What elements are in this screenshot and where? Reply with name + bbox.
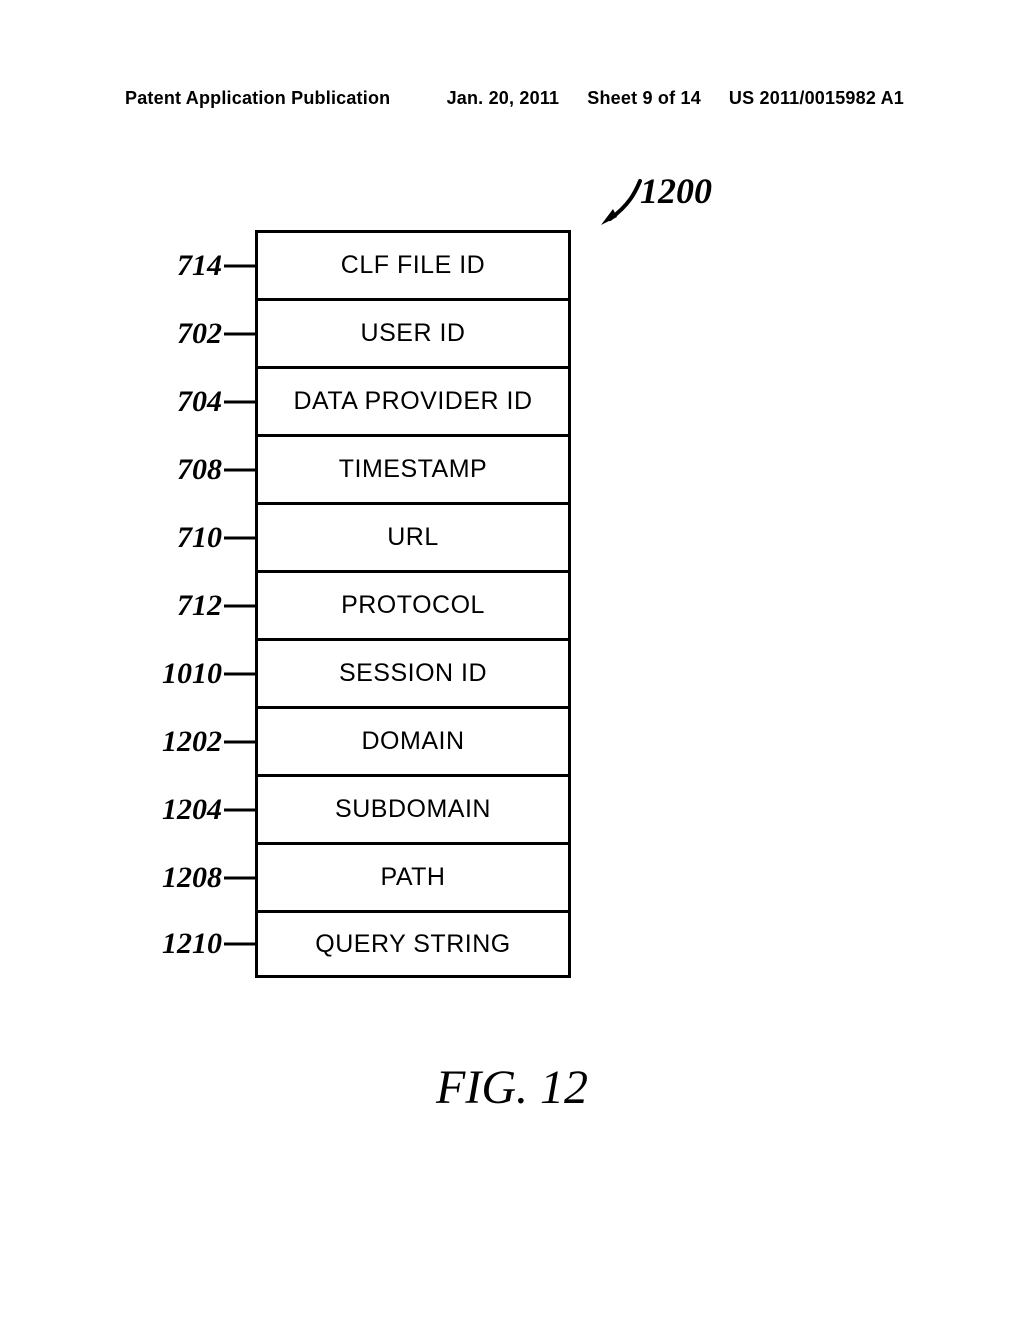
table-row: 702 USER ID	[255, 298, 571, 366]
row-ref: 1210	[162, 927, 222, 961]
row-ref: 704	[177, 385, 222, 419]
leader-line	[224, 740, 258, 743]
row-ref: 712	[177, 589, 222, 623]
row-label: DATA PROVIDER ID	[293, 387, 532, 416]
leader-line	[224, 264, 258, 267]
row-label: PATH	[381, 863, 446, 892]
table-row: 1204 SUBDOMAIN	[255, 774, 571, 842]
field-table: 714 CLF FILE ID 702 USER ID 704 DATA PRO…	[255, 230, 571, 978]
header-sheet: Sheet 9 of 14	[587, 88, 701, 109]
header-right: Jan. 20, 2011 Sheet 9 of 14 US 2011/0015…	[447, 88, 904, 109]
figure-main-ref: 1200	[640, 170, 712, 212]
page-header: Patent Application Publication Jan. 20, …	[0, 88, 1024, 109]
leader-line	[224, 672, 258, 675]
leader-line	[224, 400, 258, 403]
leader-line	[224, 536, 258, 539]
row-label: PROTOCOL	[341, 591, 485, 620]
table-row: 1208 PATH	[255, 842, 571, 910]
header-pubno: US 2011/0015982 A1	[729, 88, 904, 109]
header-date: Jan. 20, 2011	[447, 88, 560, 109]
row-label: TIMESTAMP	[339, 455, 487, 484]
row-ref: 1202	[162, 725, 222, 759]
table-row: 1202 DOMAIN	[255, 706, 571, 774]
row-ref: 1208	[162, 861, 222, 895]
row-label: QUERY STRING	[315, 930, 510, 959]
row-label: SESSION ID	[339, 659, 487, 688]
row-ref: 702	[177, 317, 222, 351]
row-label: URL	[387, 523, 439, 552]
table-row: 712 PROTOCOL	[255, 570, 571, 638]
row-ref: 710	[177, 521, 222, 555]
leader-line	[224, 332, 258, 335]
row-ref: 1204	[162, 793, 222, 827]
row-label: CLF FILE ID	[341, 251, 485, 280]
leader-line	[224, 468, 258, 471]
row-ref: 1010	[162, 657, 222, 691]
row-ref: 708	[177, 453, 222, 487]
leader-line	[224, 943, 258, 946]
table-row: 1210 QUERY STRING	[255, 910, 571, 978]
table-row: 708 TIMESTAMP	[255, 434, 571, 502]
row-label: SUBDOMAIN	[335, 795, 491, 824]
table-row: 1010 SESSION ID	[255, 638, 571, 706]
leader-line	[224, 604, 258, 607]
leader-line	[224, 876, 258, 879]
table-row: 704 DATA PROVIDER ID	[255, 366, 571, 434]
table-row: 710 URL	[255, 502, 571, 570]
row-ref: 714	[177, 249, 222, 283]
header-left: Patent Application Publication	[125, 88, 390, 109]
row-label: USER ID	[361, 319, 466, 348]
figure-caption: FIG. 12	[0, 1060, 1024, 1115]
row-label: DOMAIN	[362, 727, 465, 756]
leader-line	[224, 808, 258, 811]
table-row: 714 CLF FILE ID	[255, 230, 571, 298]
